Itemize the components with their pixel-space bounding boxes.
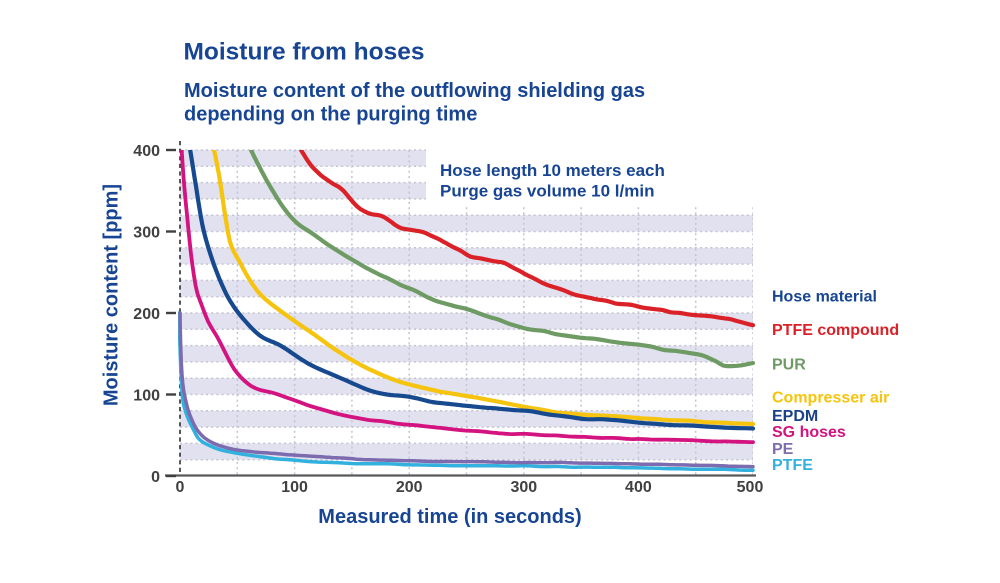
svg-text:0: 0 <box>151 469 160 486</box>
svg-text:EPDM: EPDM <box>772 408 818 425</box>
svg-text:300: 300 <box>133 224 160 241</box>
svg-text:PUR: PUR <box>772 357 806 374</box>
svg-text:PTFE compound: PTFE compound <box>772 322 899 339</box>
svg-text:400: 400 <box>625 479 652 496</box>
svg-text:0: 0 <box>176 479 185 496</box>
svg-text:Moisture content [ppm]: Moisture content [ppm] <box>101 184 123 406</box>
svg-text:200: 200 <box>133 306 160 323</box>
svg-text:100: 100 <box>133 387 160 404</box>
svg-text:SG hoses: SG hoses <box>772 424 846 441</box>
svg-text:300: 300 <box>510 479 537 496</box>
svg-text:PE: PE <box>772 441 794 458</box>
svg-text:Moisture from hoses: Moisture from hoses <box>184 39 425 66</box>
svg-text:Moisture content of the outflo: Moisture content of the outflowing shiel… <box>184 80 645 102</box>
svg-text:Compresser air: Compresser air <box>772 390 889 407</box>
svg-text:Hose length 10 meters each: Hose length 10 meters each <box>440 161 665 180</box>
svg-text:500: 500 <box>737 479 764 496</box>
svg-text:Purge gas volume 10 l/min: Purge gas volume 10 l/min <box>440 182 654 201</box>
svg-text:depending on the purging time: depending on the purging time <box>184 104 477 126</box>
svg-text:Hose material: Hose material <box>772 289 877 306</box>
svg-text:200: 200 <box>396 479 423 496</box>
svg-text:400: 400 <box>133 143 160 160</box>
svg-text:100: 100 <box>281 479 308 496</box>
svg-text:Measured time (in seconds): Measured time (in seconds) <box>318 506 581 528</box>
svg-text:PTFE: PTFE <box>772 457 813 474</box>
